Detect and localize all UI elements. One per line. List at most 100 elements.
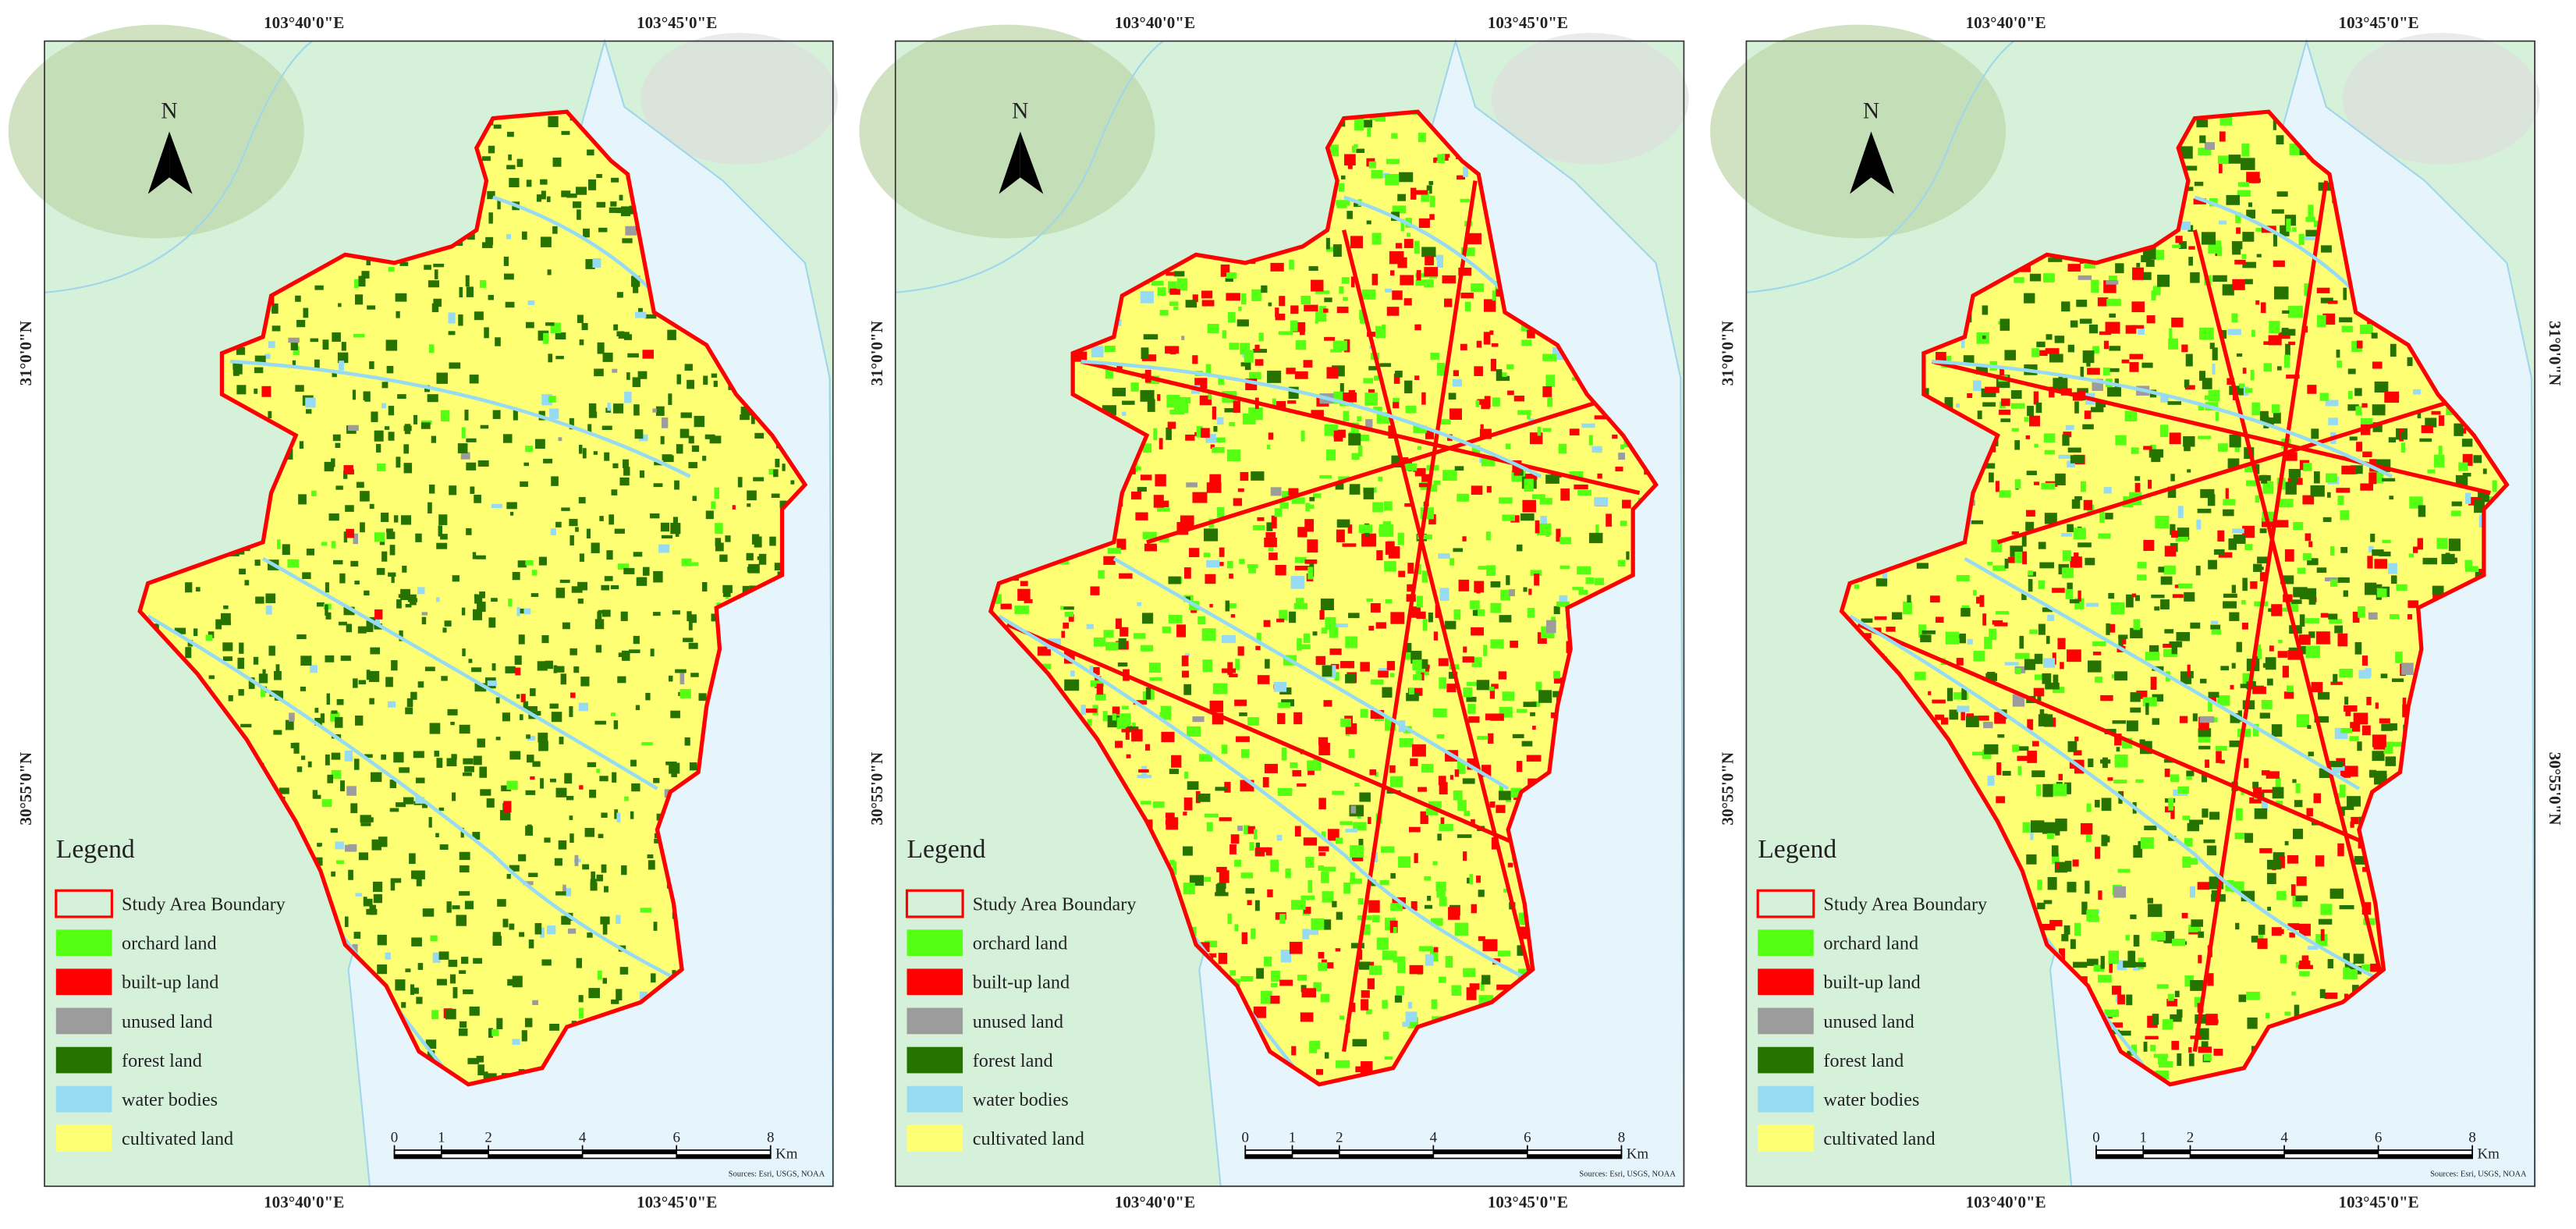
land-patch xyxy=(1496,984,1511,990)
land-patch xyxy=(2131,447,2139,454)
land-patch xyxy=(2168,338,2179,350)
legend-label: water bodies xyxy=(973,1089,1069,1110)
land-patch xyxy=(1229,343,1240,350)
land-patch xyxy=(1395,371,1403,378)
land-patch xyxy=(1274,508,1283,517)
land-patch xyxy=(466,438,477,442)
land-patch xyxy=(559,737,564,744)
land-patch xyxy=(416,875,422,886)
land-patch xyxy=(431,1010,439,1020)
land-patch xyxy=(307,761,312,768)
land-patch xyxy=(1300,895,1315,900)
land-patch xyxy=(1229,574,1233,579)
land-patch xyxy=(274,691,283,701)
land-patch xyxy=(525,446,534,453)
land-patch xyxy=(1393,373,1400,384)
land-patch xyxy=(1360,318,1368,324)
scale-bar-label: 0 xyxy=(391,1129,398,1146)
land-patch xyxy=(1240,471,1249,481)
land-patch xyxy=(1104,346,1116,353)
land-patch xyxy=(1406,692,1419,702)
land-patch xyxy=(1442,154,1450,158)
land-patch xyxy=(2244,675,2252,682)
land-patch xyxy=(1503,888,1508,893)
land-patch xyxy=(1618,453,1626,460)
land-patch xyxy=(509,511,514,516)
land-patch xyxy=(502,918,509,928)
land-patch xyxy=(1490,581,1501,588)
land-patch xyxy=(1432,861,1438,865)
land-patch xyxy=(532,1000,538,1006)
land-patch xyxy=(2370,533,2376,542)
land-patch xyxy=(460,827,464,838)
land-patch xyxy=(1149,677,1162,681)
north-arrow xyxy=(169,131,193,194)
land-patch xyxy=(1545,474,1559,484)
land-patch xyxy=(1201,290,1213,299)
land-patch xyxy=(2189,886,2195,898)
land-patch xyxy=(1499,783,1504,797)
land-patch xyxy=(1559,595,1568,608)
land-patch xyxy=(474,594,483,604)
land-patch xyxy=(2057,638,2066,650)
land-patch xyxy=(676,444,683,454)
land-patch xyxy=(1379,363,1392,368)
land-patch xyxy=(1368,161,1377,169)
land-patch xyxy=(491,1028,499,1036)
land-patch xyxy=(1141,347,1149,360)
land-patch xyxy=(261,385,271,397)
land-patch xyxy=(1315,320,1318,324)
land-patch xyxy=(1276,400,1286,410)
land-patch xyxy=(642,350,655,359)
land-patch xyxy=(1368,900,1380,913)
land-patch xyxy=(1392,290,1403,300)
land-patch xyxy=(1361,999,1369,1011)
land-patch xyxy=(2268,608,2273,613)
land-patch xyxy=(344,750,353,762)
land-patch xyxy=(2163,648,2178,658)
land-patch xyxy=(579,1007,584,1019)
land-patch xyxy=(488,145,495,154)
land-patch xyxy=(1144,543,1157,552)
land-patch xyxy=(220,613,231,623)
land-patch xyxy=(459,970,467,974)
land-patch xyxy=(1581,423,1595,428)
land-patch xyxy=(1335,623,1348,627)
land-patch xyxy=(1530,570,1542,577)
land-patch xyxy=(471,667,482,673)
land-patch xyxy=(2155,515,2170,529)
land-patch xyxy=(2049,919,2063,927)
land-patch xyxy=(2208,559,2217,570)
land-patch xyxy=(1421,570,1428,583)
land-patch xyxy=(753,477,765,481)
land-patch xyxy=(312,790,318,799)
land-patch xyxy=(1290,576,1305,589)
land-patch xyxy=(458,314,463,326)
land-patch xyxy=(1490,639,1504,648)
land-patch xyxy=(1299,332,1305,336)
land-patch xyxy=(438,951,449,960)
land-patch xyxy=(499,810,511,821)
land-patch xyxy=(569,833,574,843)
land-patch xyxy=(1558,443,1567,454)
land-patch xyxy=(475,555,486,559)
land-patch xyxy=(232,371,240,376)
land-patch xyxy=(353,533,359,545)
land-patch xyxy=(1229,844,1237,854)
land-patch xyxy=(587,762,597,768)
land-patch xyxy=(540,778,544,789)
land-patch xyxy=(1311,918,1325,930)
land-patch xyxy=(2136,262,2141,268)
land-patch xyxy=(2242,577,2248,591)
terrain xyxy=(1710,24,2007,239)
land-patch xyxy=(1121,411,1127,416)
land-patch xyxy=(1983,721,1993,729)
land-patch xyxy=(714,487,720,499)
land-patch xyxy=(1215,787,1227,791)
land-patch xyxy=(1271,970,1280,982)
land-patch xyxy=(1380,846,1395,853)
land-patch xyxy=(495,337,501,346)
land-patch xyxy=(587,149,594,156)
land-patch xyxy=(393,751,404,763)
land-patch xyxy=(1353,822,1367,831)
